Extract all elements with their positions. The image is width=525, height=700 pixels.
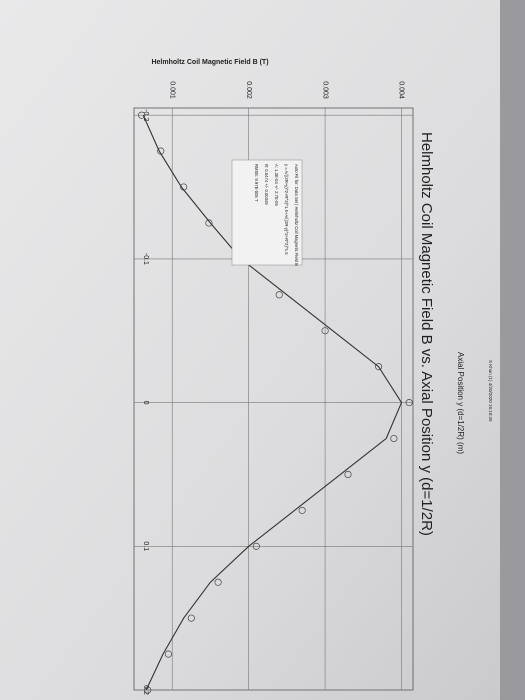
- chart-title: Helmholtz Coil Magnetic Field B vs. Axia…: [418, 132, 435, 536]
- fit-line: [142, 114, 403, 691]
- fit-text: A: 1.3E-04 +/- 2.7E-05: [274, 164, 279, 206]
- fit-text: RMSE: 9.97E-005 T: [254, 164, 259, 202]
- x-tick-label: 0: [142, 401, 149, 405]
- fit-text: R: 0.0474 +/- 0.00349: [264, 164, 269, 205]
- x-tick-label: 0.1: [142, 541, 149, 551]
- data-point: [405, 399, 413, 407]
- data-point: [205, 219, 213, 227]
- footer: S Khan (1) 4/20/2020 15:10:49: [488, 360, 493, 422]
- fit-text: y = A/((2R+y)^2+R^2)^1.5+A/((2R-y)^2+R^2…: [284, 164, 289, 255]
- data-point: [252, 542, 260, 550]
- x-tick-label: 0.2: [142, 685, 149, 695]
- y-tick-label: 0.001: [168, 81, 175, 99]
- data-point: [321, 327, 329, 335]
- data-point: [275, 291, 283, 299]
- data-point: [214, 578, 222, 586]
- y-axis-label: Helmholtz Coil Magnetic Field B (T): [151, 59, 268, 66]
- x-axis-label: Axial Position y (d=1/2R) (m): [456, 352, 465, 454]
- data-point: [187, 614, 195, 622]
- data-point: [164, 650, 172, 658]
- y-tick-label: 0.003: [321, 81, 328, 99]
- fit-box: [231, 159, 303, 266]
- x-tick-label: -0.1: [142, 253, 149, 265]
- data-point: [390, 434, 398, 443]
- data-point: [375, 363, 383, 371]
- data-point: [298, 506, 306, 514]
- y-tick-label: 0.004: [398, 81, 405, 99]
- data-point: [344, 470, 352, 478]
- x-tick-label: -0.2: [142, 109, 149, 121]
- paper-edge: [500, 0, 525, 700]
- y-tick-label: 0.002: [245, 81, 252, 99]
- fit-text: Auto Fit for: Data Set | Helmholtz Coil …: [294, 164, 299, 266]
- data-point: [138, 111, 146, 119]
